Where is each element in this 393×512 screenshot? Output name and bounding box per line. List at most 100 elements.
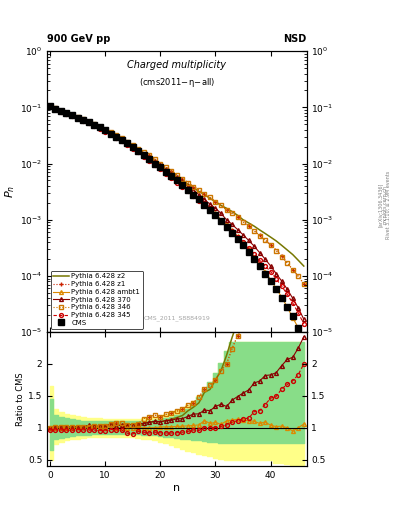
Pythia 6.428 345 xyxy=(136,149,141,155)
Pythia 6.428 345 xyxy=(213,212,218,219)
CMS xyxy=(163,168,168,175)
Pythia 6.428 z1 xyxy=(257,232,262,238)
Pythia 6.428 z1 xyxy=(301,281,306,287)
Pythia 6.428 z2 xyxy=(257,227,262,233)
Pythia 6.428 z2 xyxy=(125,140,130,146)
Pythia 6.428 z1 xyxy=(158,160,163,166)
Pythia 6.428 370 xyxy=(191,187,196,193)
Pythia 6.428 346 xyxy=(125,139,130,145)
Pythia 6.428 346 xyxy=(285,260,290,266)
Text: Rivet 3.1.10; ≥ 2.9M events: Rivet 3.1.10; ≥ 2.9M events xyxy=(386,170,391,239)
Pythia 6.428 345 xyxy=(196,198,201,204)
Pythia 6.428 345 xyxy=(185,188,190,195)
Pythia 6.428 z2 xyxy=(147,154,152,160)
Pythia 6.428 ambt1 xyxy=(119,137,124,143)
Pythia 6.428 345 xyxy=(224,223,229,229)
Pythia 6.428 ambt1 xyxy=(208,205,212,211)
Pythia 6.428 346 xyxy=(268,242,273,248)
CMS xyxy=(274,286,279,292)
Line: Pythia 6.428 370: Pythia 6.428 370 xyxy=(48,103,306,321)
CMS xyxy=(53,105,58,112)
Pythia 6.428 346 xyxy=(246,223,251,229)
Text: Charged multiplicity: Charged multiplicity xyxy=(127,59,226,70)
Pythia 6.428 345 xyxy=(208,207,212,213)
CMS xyxy=(141,152,146,158)
Pythia 6.428 370 xyxy=(141,151,146,157)
Pythia 6.428 z2 xyxy=(86,119,91,125)
Pythia 6.428 z1 xyxy=(290,266,295,272)
Pythia 6.428 345 xyxy=(48,103,52,110)
Pythia 6.428 370 xyxy=(158,162,163,168)
Pythia 6.428 ambt1 xyxy=(97,124,102,131)
Pythia 6.428 370 xyxy=(185,183,190,189)
Pythia 6.428 z1 xyxy=(141,149,146,155)
Pythia 6.428 370 xyxy=(230,221,234,227)
Pythia 6.428 346 xyxy=(59,108,63,114)
CMS xyxy=(75,115,80,121)
Pythia 6.428 z2 xyxy=(53,105,58,112)
Pythia 6.428 z1 xyxy=(86,119,91,125)
Pythia 6.428 345 xyxy=(81,118,85,124)
Pythia 6.428 346 xyxy=(169,168,174,174)
Pythia 6.428 345 xyxy=(141,154,146,160)
Pythia 6.428 345 xyxy=(290,300,295,306)
CMS xyxy=(180,182,185,188)
Pythia 6.428 370 xyxy=(108,129,113,135)
Pythia 6.428 ambt1 xyxy=(75,114,80,120)
Pythia 6.428 346 xyxy=(290,266,295,272)
Pythia 6.428 345 xyxy=(75,115,80,121)
CMS xyxy=(301,338,306,344)
CMS xyxy=(230,230,234,236)
CMS xyxy=(263,270,268,276)
Pythia 6.428 z2 xyxy=(163,166,168,172)
Pythia 6.428 z1 xyxy=(185,179,190,185)
Pythia 6.428 345 xyxy=(163,170,168,177)
Pythia 6.428 z2 xyxy=(180,178,185,184)
Pythia 6.428 370 xyxy=(252,243,257,249)
Pythia 6.428 345 xyxy=(257,257,262,263)
Pythia 6.428 z2 xyxy=(81,117,85,123)
Pythia 6.428 346 xyxy=(163,164,168,170)
Pythia 6.428 ambt1 xyxy=(163,168,168,174)
Pythia 6.428 z2 xyxy=(241,217,246,223)
Pythia 6.428 z2 xyxy=(152,158,157,164)
Pythia 6.428 345 xyxy=(70,113,74,119)
Text: mcplots.cern.ch: mcplots.cern.ch xyxy=(382,185,387,224)
Pythia 6.428 z1 xyxy=(224,207,229,213)
Pythia 6.428 ambt1 xyxy=(180,181,185,187)
Pythia 6.428 346 xyxy=(158,160,163,166)
Pythia 6.428 370 xyxy=(296,305,301,311)
Pythia 6.428 ambt1 xyxy=(103,127,107,134)
Pythia 6.428 ambt1 xyxy=(257,262,262,268)
CMS xyxy=(169,173,174,179)
CMS xyxy=(119,137,124,143)
Pythia 6.428 345 xyxy=(279,283,284,289)
Pythia 6.428 346 xyxy=(75,114,80,120)
Pythia 6.428 z2 xyxy=(191,185,196,191)
Pythia 6.428 370 xyxy=(48,102,52,109)
Pythia 6.428 ambt1 xyxy=(92,121,96,127)
Pythia 6.428 345 xyxy=(97,125,102,132)
Pythia 6.428 370 xyxy=(279,278,284,284)
Pythia 6.428 z1 xyxy=(169,168,174,174)
Pythia 6.428 370 xyxy=(224,217,229,223)
Pythia 6.428 ambt1 xyxy=(136,147,141,154)
Pythia 6.428 ambt1 xyxy=(252,253,257,260)
Pythia 6.428 z1 xyxy=(81,116,85,122)
Pythia 6.428 346 xyxy=(174,172,179,178)
Pythia 6.428 z1 xyxy=(274,247,279,253)
Text: [arXiv:1306.3436]: [arXiv:1306.3436] xyxy=(378,183,383,227)
Pythia 6.428 370 xyxy=(268,263,273,269)
Pythia 6.428 370 xyxy=(290,295,295,302)
CMS xyxy=(290,313,295,319)
Pythia 6.428 z1 xyxy=(53,105,58,112)
Pythia 6.428 z2 xyxy=(252,223,257,229)
CMS xyxy=(130,143,135,150)
Pythia 6.428 346 xyxy=(185,179,190,185)
Pythia 6.428 z2 xyxy=(301,263,306,269)
Pythia 6.428 z1 xyxy=(152,156,157,162)
Pythia 6.428 370 xyxy=(301,316,306,322)
Pythia 6.428 ambt1 xyxy=(174,177,179,183)
Pythia 6.428 345 xyxy=(235,233,240,240)
Pythia 6.428 370 xyxy=(136,146,141,152)
